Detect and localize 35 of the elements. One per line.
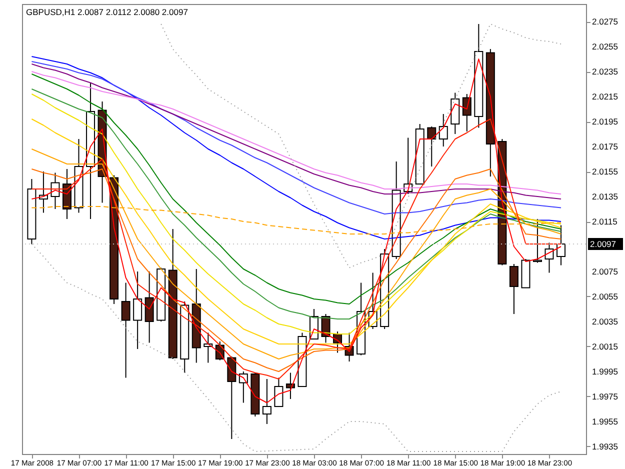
y-tick-label: 1.9955 xyxy=(592,416,618,426)
y-tick-label: 2.0215 xyxy=(592,92,618,102)
candlestick xyxy=(144,271,154,344)
y-tick-label: 2.0255 xyxy=(592,42,618,52)
candlestick xyxy=(509,264,518,314)
candlestick xyxy=(133,271,142,350)
y-tick-label: 2.0135 xyxy=(592,192,618,202)
y-tick-label: 2.0035 xyxy=(592,316,618,326)
candlestick xyxy=(274,377,284,407)
ref-line-label: 2.0097 xyxy=(590,239,616,249)
line-series xyxy=(160,24,562,268)
y-tick-label: 2.0075 xyxy=(592,266,618,276)
y-tick-label: 2.0195 xyxy=(592,116,618,126)
candlestick xyxy=(462,94,472,132)
y-tick-label: 2.0115 xyxy=(592,216,618,226)
candlestick xyxy=(227,356,236,440)
candlestick xyxy=(438,114,448,147)
y-tick-label: 2.0015 xyxy=(592,342,618,352)
y-tick-label: 2.0235 xyxy=(592,66,618,76)
candlestick xyxy=(121,282,130,378)
candlestick xyxy=(286,372,295,400)
candlestick xyxy=(544,242,554,274)
y-tick-label: 2.0175 xyxy=(592,142,618,152)
y-tick-label: 2.0275 xyxy=(592,16,618,26)
y-tick-label: 1.9935 xyxy=(592,442,618,452)
candlestick xyxy=(532,218,542,264)
y-tick-label: 1.9975 xyxy=(592,392,618,402)
chart-title: GBPUSD,H1 2.0087 2.0112 2.0080 2.0097 xyxy=(26,7,188,17)
candlestick xyxy=(262,378,272,424)
candlestick xyxy=(556,224,566,266)
y-tick-label: 1.9995 xyxy=(592,366,618,376)
y-tick-label: 2.0155 xyxy=(592,166,618,176)
line-series xyxy=(31,56,562,240)
y-tick-label: 2.0055 xyxy=(592,292,618,302)
line-series xyxy=(31,244,562,452)
